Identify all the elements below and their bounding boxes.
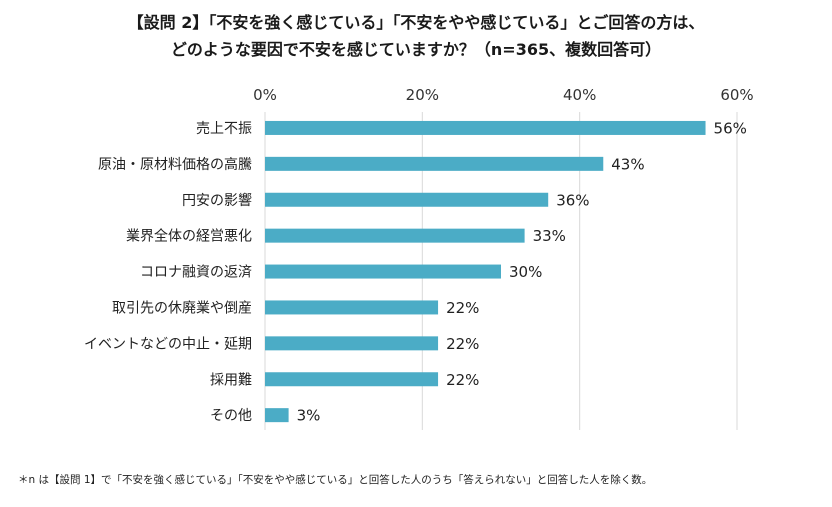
- category-label: 採用難: [210, 372, 252, 388]
- data-label: 30%: [509, 263, 542, 281]
- category-label: 取引先の休廃業や倒産: [112, 299, 252, 316]
- bar: [265, 264, 501, 279]
- bar: [265, 120, 706, 135]
- x-tick-label: 40%: [563, 86, 596, 104]
- chart-title-line2: どのような要因で不安を感じていますか？（n=365、複数回答可）: [170, 40, 662, 59]
- bar: [265, 372, 439, 387]
- category-label: 原油・原材料価格の高騰: [98, 156, 252, 173]
- x-tick-label: 20%: [406, 86, 439, 104]
- bar: [265, 408, 289, 423]
- category-label: 業界全体の経営悪化: [126, 228, 252, 245]
- bar: [265, 336, 439, 351]
- category-label: イベントなどの中止・延期: [84, 336, 252, 352]
- bar: [265, 300, 439, 315]
- data-label: 22%: [446, 299, 479, 317]
- category-label: 売上不振: [196, 121, 252, 137]
- data-label: 22%: [446, 335, 479, 353]
- data-label: 33%: [533, 227, 566, 245]
- data-label: 3%: [297, 407, 321, 425]
- x-tick-label: 60%: [720, 86, 753, 104]
- category-label: その他: [210, 408, 252, 424]
- bar: [265, 156, 604, 171]
- data-label: 36%: [556, 191, 589, 209]
- data-label: 43%: [611, 155, 644, 173]
- x-tick-label: 0%: [253, 86, 277, 104]
- bar: [265, 192, 549, 207]
- data-label: 22%: [446, 371, 479, 389]
- footnote: ＊n は【設問 1】で「不安を強く感じている」「不安をやや感じている」と回答した…: [18, 474, 653, 486]
- bar: [265, 228, 525, 243]
- category-label: コロナ融資の返済: [140, 265, 252, 281]
- category-label: 円安の影響: [182, 192, 252, 209]
- chart-title-line1: 【設問 2】「不安を強く感じている」「不安をやや感じている」とご回答の方は、: [127, 13, 705, 32]
- data-label: 56%: [714, 119, 747, 137]
